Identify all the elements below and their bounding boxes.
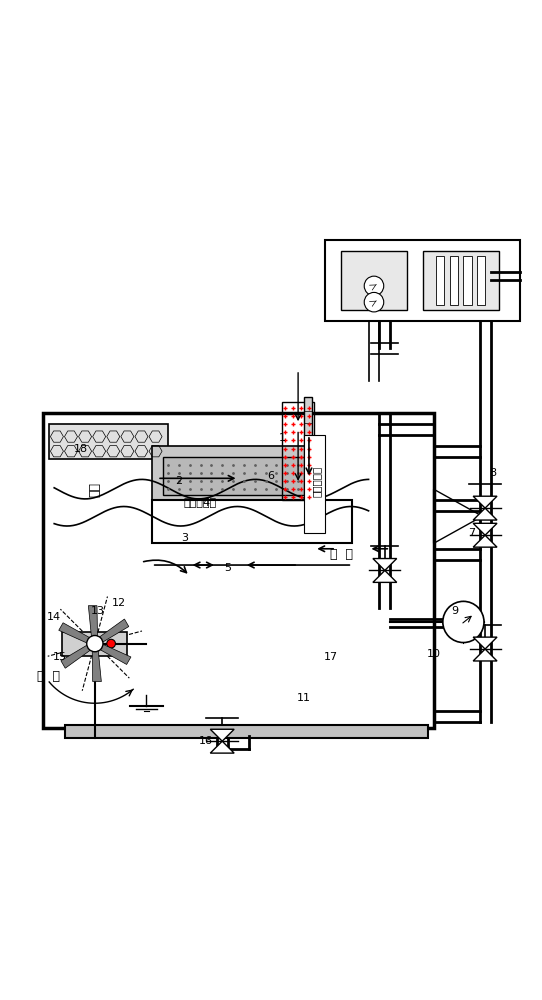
Text: 12: 12 xyxy=(112,598,126,608)
Polygon shape xyxy=(473,496,497,508)
Polygon shape xyxy=(373,559,397,570)
Bar xyxy=(436,256,444,305)
Text: 10: 10 xyxy=(427,649,441,659)
Bar xyxy=(325,240,520,321)
Text: 9: 9 xyxy=(451,606,459,616)
Bar xyxy=(304,397,312,495)
Polygon shape xyxy=(92,644,101,682)
Bar xyxy=(423,251,499,310)
Text: 1: 1 xyxy=(279,433,285,443)
Polygon shape xyxy=(88,606,98,644)
Polygon shape xyxy=(473,649,497,661)
Text: 14: 14 xyxy=(47,612,61,622)
Polygon shape xyxy=(473,535,497,547)
Polygon shape xyxy=(210,729,234,741)
Bar xyxy=(477,256,485,305)
Circle shape xyxy=(443,601,484,643)
Polygon shape xyxy=(93,619,129,646)
Text: 13: 13 xyxy=(91,606,105,616)
Circle shape xyxy=(364,276,384,296)
Text: 15: 15 xyxy=(53,652,67,662)
Polygon shape xyxy=(373,570,397,582)
Polygon shape xyxy=(210,741,234,753)
Text: 2: 2 xyxy=(175,476,183,486)
Text: 4: 4 xyxy=(202,498,210,508)
Bar xyxy=(49,424,168,459)
Bar xyxy=(152,500,352,543)
Polygon shape xyxy=(61,641,96,668)
Bar xyxy=(65,725,428,738)
Text: 6: 6 xyxy=(268,471,274,481)
Text: 11: 11 xyxy=(296,693,311,703)
Polygon shape xyxy=(59,623,96,646)
Bar xyxy=(152,446,325,500)
Text: 17: 17 xyxy=(324,652,338,662)
Text: 16: 16 xyxy=(199,736,213,746)
Text: 高压含气层: 高压含气层 xyxy=(312,465,322,497)
Bar xyxy=(463,256,472,305)
Polygon shape xyxy=(93,641,131,664)
Polygon shape xyxy=(473,637,497,649)
Bar xyxy=(304,435,325,533)
Bar xyxy=(62,632,127,656)
Bar xyxy=(43,413,434,728)
Circle shape xyxy=(364,292,384,312)
Text: 波浪: 波浪 xyxy=(88,482,101,497)
Text: 7: 7 xyxy=(468,528,475,538)
Text: 5: 5 xyxy=(224,563,231,573)
Text: 旋  转: 旋 转 xyxy=(37,670,60,683)
Circle shape xyxy=(107,639,115,648)
Bar xyxy=(282,402,314,500)
Text: 水  流: 水 流 xyxy=(330,548,353,561)
Text: 8: 8 xyxy=(489,468,497,478)
Text: 海床软弱土: 海床软弱土 xyxy=(184,498,217,508)
Bar xyxy=(341,251,406,310)
Polygon shape xyxy=(473,508,497,520)
Circle shape xyxy=(87,636,103,652)
Bar xyxy=(163,457,314,495)
Text: 18: 18 xyxy=(74,444,88,454)
Polygon shape xyxy=(473,523,497,535)
Text: 3: 3 xyxy=(181,533,188,543)
Bar xyxy=(450,256,458,305)
